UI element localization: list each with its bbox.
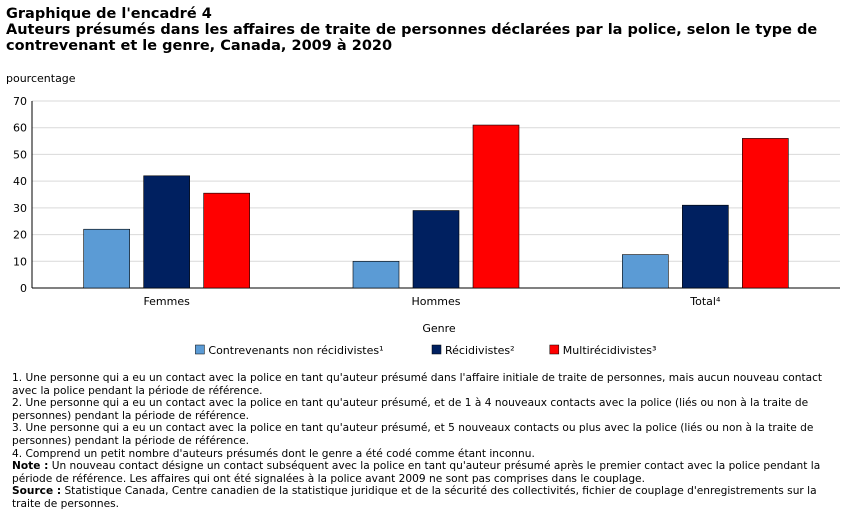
bars (83, 124, 789, 289)
y-tick-label: 0 (20, 282, 27, 295)
legend-swatch-1 (195, 344, 205, 355)
chart-title: Auteurs présumés dans les affaires de tr… (6, 22, 818, 54)
footnotes: 1. Une personne qui a eu un contact avec… (12, 372, 840, 511)
chart-title-block: Graphique de l'encadré 4 Auteurs présumé… (6, 6, 844, 54)
y-tick-label: 50 (13, 148, 27, 161)
y-tick-label: 70 (13, 95, 27, 108)
footnote-4: 4. Comprend un petit nombre d'auteurs pr… (12, 447, 535, 460)
bar-2-1 (143, 175, 190, 289)
legend-label-2: Récidivistes² (445, 344, 515, 357)
source-text: Statistique Canada, Centre canadien de l… (12, 485, 817, 510)
note-text: Un nouveau contact désigne un contact su… (12, 460, 821, 485)
x-tick-labels: Femmes Hommes Total⁴ (143, 295, 721, 308)
bar-chart: pourcentage 0 10 20 30 40 50 60 70 Femmes Hommes… (6, 72, 840, 357)
chart-kicker: Graphique de l'encadré 4 (6, 6, 212, 22)
y-tick-labels: 0 10 20 30 40 50 60 70 (13, 95, 27, 295)
y-axis-label: pourcentage (6, 72, 76, 85)
bar-2-3 (682, 204, 729, 289)
y-tick-label: 40 (13, 175, 27, 188)
y-tick-label: 20 (13, 229, 27, 242)
bar-2-2 (412, 210, 460, 289)
x-axis-label: Genre (422, 322, 456, 335)
note-label: Note : (12, 460, 49, 473)
legend-label-3: Multirécidivistes³ (563, 344, 657, 357)
bar-3-1 (203, 192, 250, 289)
y-tick-label: 10 (13, 255, 27, 268)
legend-label-1: Contrevenants non récidivistes¹ (208, 344, 383, 357)
footnote-1: 1. Une personne qui a eu un contact avec… (12, 372, 823, 397)
bar-3-2 (472, 124, 520, 289)
footnote-3: 3. Une personne qui a eu un contact avec… (12, 422, 814, 447)
x-tick-label: Total⁴ (689, 295, 721, 308)
legend-swatch-3 (549, 344, 560, 355)
bar-3-3 (742, 138, 789, 289)
legend: Contrevenants non récidivistes¹ Récidivis… (195, 344, 656, 357)
bar-1-3 (622, 254, 669, 289)
y-tick-label: 30 (13, 202, 27, 215)
x-tick-label: Hommes (412, 295, 461, 308)
y-tick-label: 60 (13, 122, 27, 135)
bar-1-1 (83, 228, 130, 289)
bar-1-2 (352, 260, 400, 289)
note-paragraph: Note : Un nouveau contact désigne un con… (12, 460, 840, 485)
legend-swatch-2 (431, 344, 442, 355)
source-paragraph: Source : Statistique Canada, Centre cana… (12, 485, 840, 510)
source-label: Source : (12, 485, 62, 498)
footnote-2: 2. Une personne qui a eu un contact avec… (12, 397, 809, 422)
x-tick-label: Femmes (143, 295, 190, 308)
